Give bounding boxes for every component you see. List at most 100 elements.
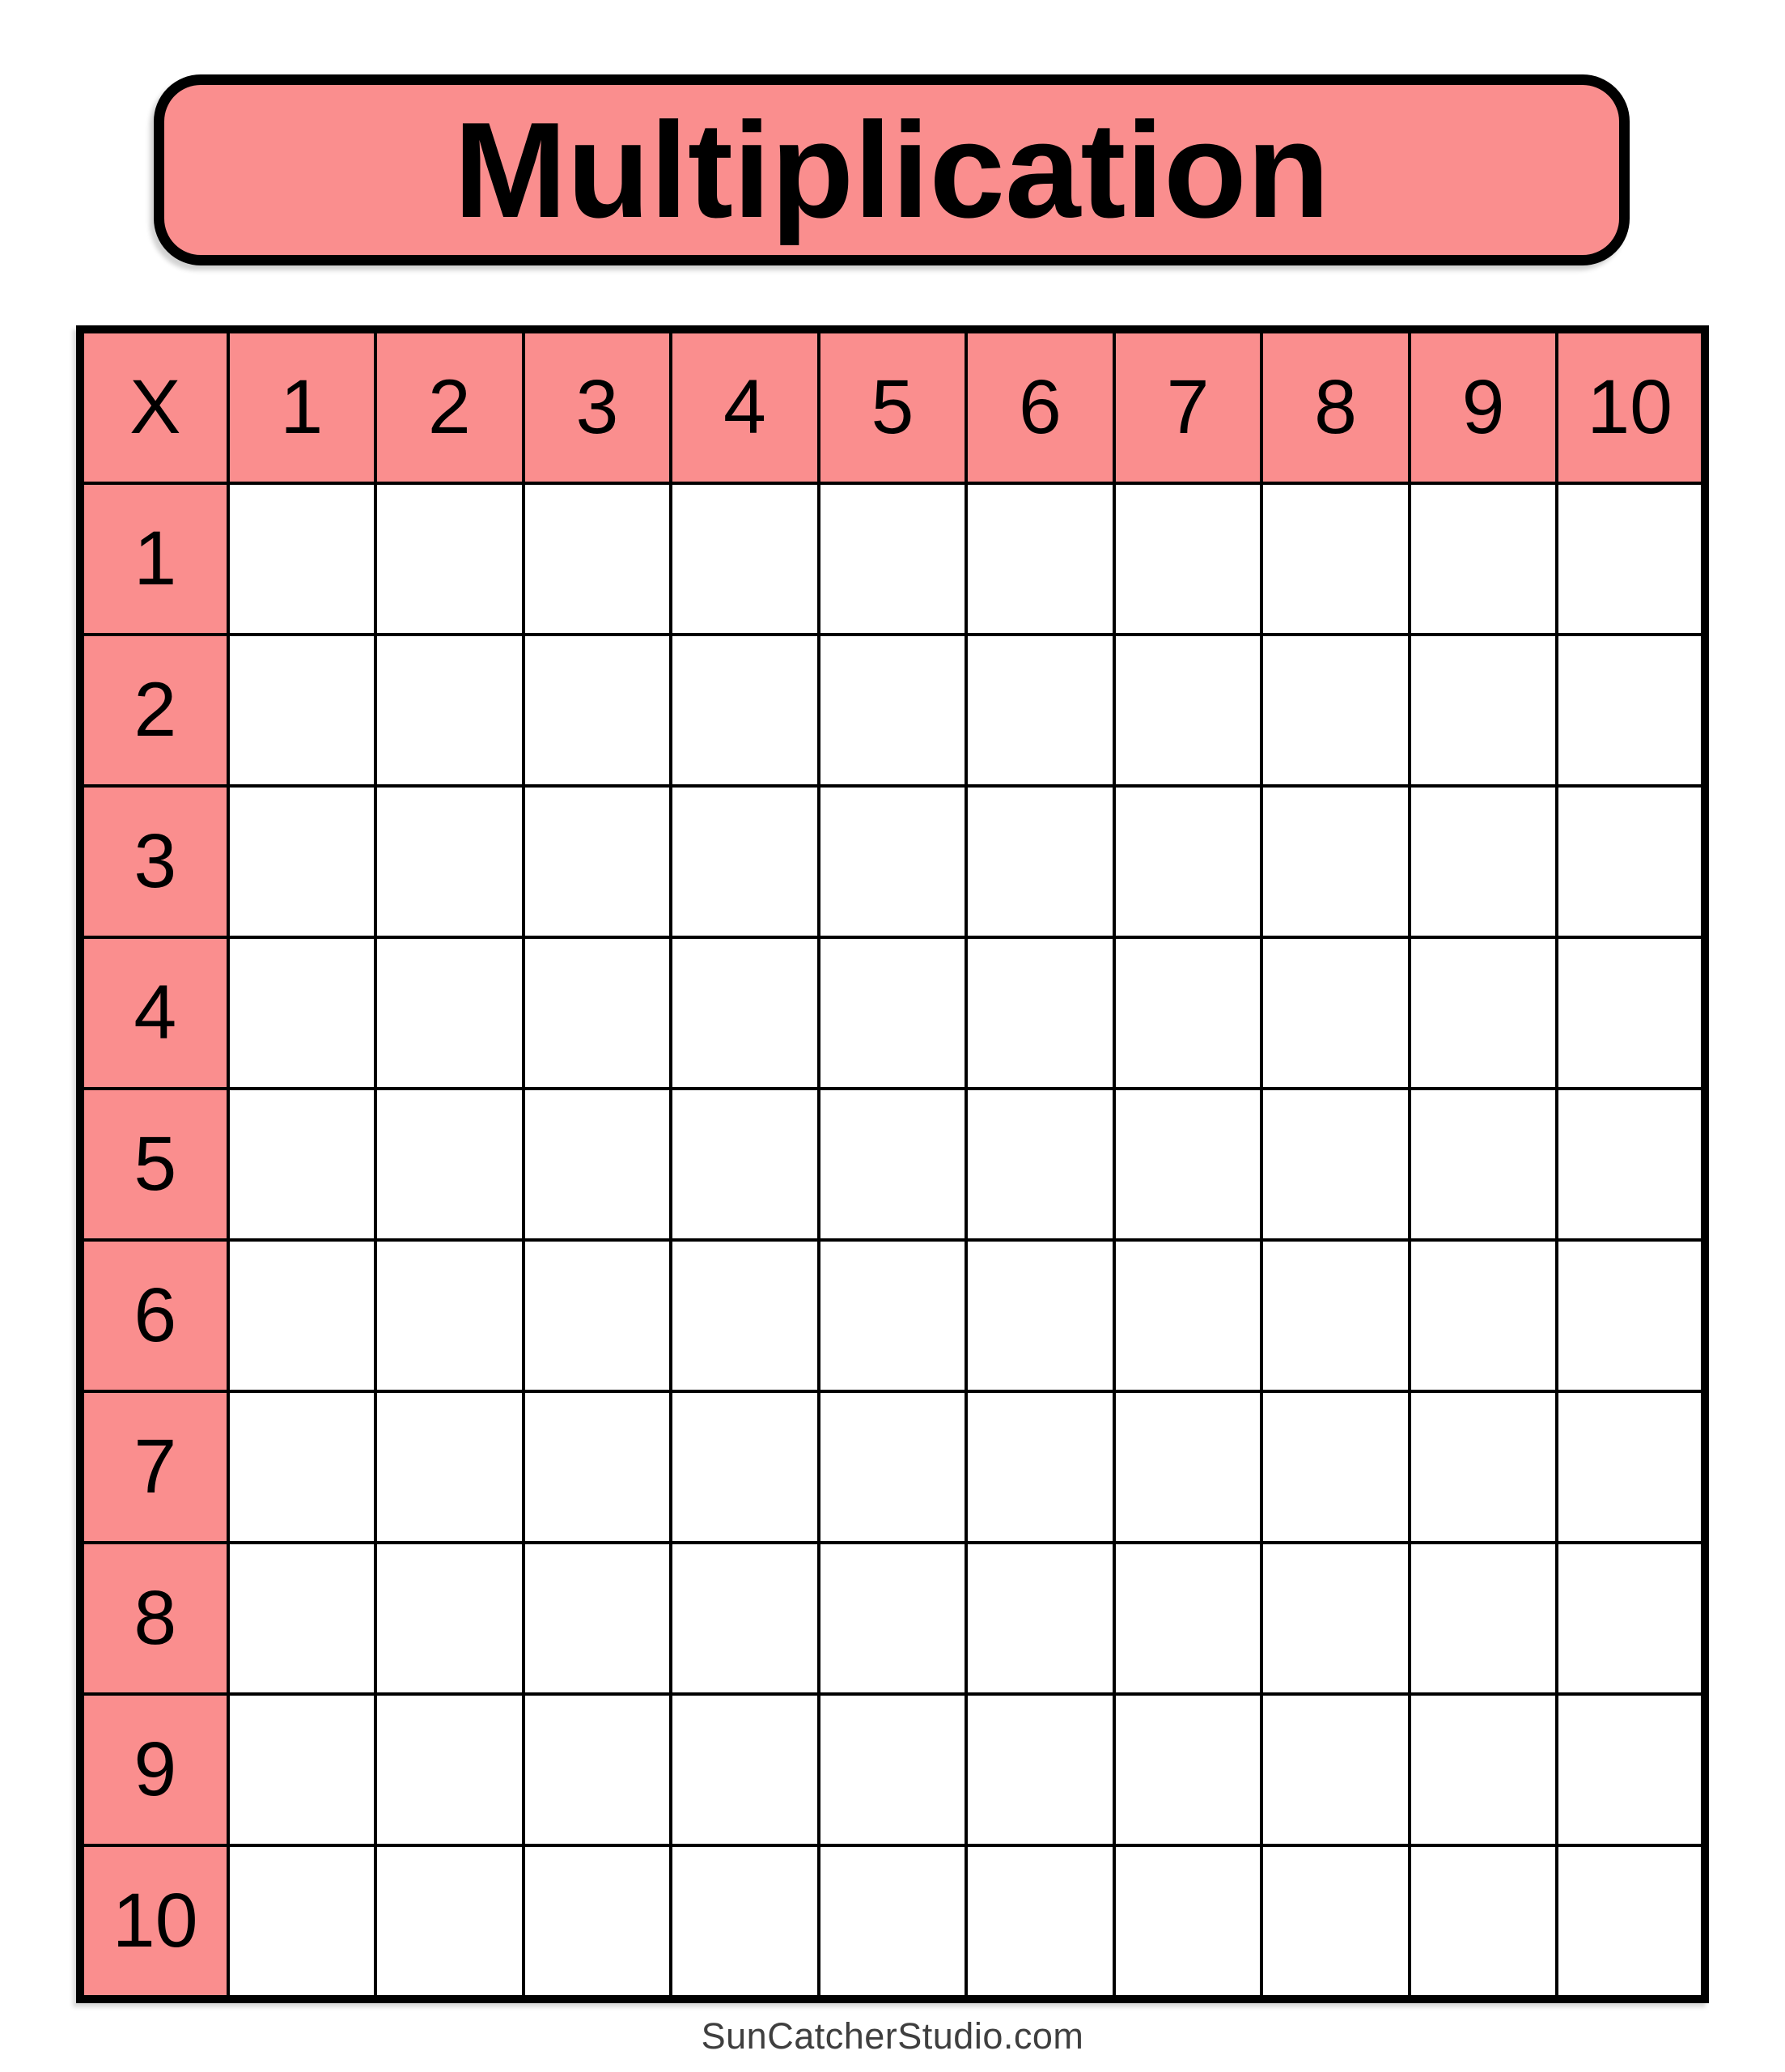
empty-cell [1407,482,1559,636]
empty-cell [521,1541,673,1696]
empty-cell [521,1390,673,1544]
column-header-2: 2 [374,328,525,485]
empty-cell [374,1541,525,1696]
row-header-10: 10 [78,1844,230,2001]
empty-cell [1260,1390,1411,1544]
empty-cell [1112,1238,1264,1393]
empty-cell [1112,1541,1264,1696]
empty-cell [816,1844,969,2001]
empty-cell [1112,482,1264,636]
empty-cell [965,1541,1116,1696]
empty-cell [816,936,969,1090]
row-header-1: 1 [78,482,230,636]
empty-cell [965,482,1116,636]
empty-cell [1260,784,1411,939]
empty-cell [226,633,378,788]
empty-cell [374,1390,525,1544]
empty-cell [669,1390,820,1544]
empty-cell [1112,784,1264,939]
title-banner: Multiplication [154,74,1630,265]
row-header-5: 5 [78,1087,230,1242]
empty-cell [669,1692,820,1847]
empty-cell [1260,482,1411,636]
empty-cell [521,482,673,636]
empty-cell [1260,1541,1411,1696]
table-row-3: 3 [78,784,1707,939]
empty-cell [374,1692,525,1847]
empty-cell [1407,1238,1559,1393]
empty-cell [1260,1844,1411,2001]
empty-cell [1407,1541,1559,1696]
table-row-4: 4 [78,936,1707,1090]
empty-cell [1260,1692,1411,1847]
table-row-9: 9 [78,1692,1707,1847]
column-header-4: 4 [669,328,820,485]
empty-cell [1112,936,1264,1090]
column-header-8: 8 [1260,328,1411,485]
empty-cell [816,1390,969,1544]
empty-cell [816,1087,969,1242]
empty-cell [1260,633,1411,788]
empty-cell [226,936,378,1090]
empty-cell [1407,1844,1559,2001]
table-row-6: 6 [78,1238,1707,1393]
empty-cell [965,936,1116,1090]
corner-cell-x: X [78,328,230,485]
column-header-1: 1 [226,328,378,485]
empty-cell [816,784,969,939]
empty-cell [1555,1087,1707,1242]
column-header-3: 3 [521,328,673,485]
empty-cell [521,1087,673,1242]
column-header-5: 5 [816,328,969,485]
table-row-5: 5 [78,1087,1707,1242]
empty-cell [965,1844,1116,2001]
empty-cell [965,1390,1116,1544]
empty-cell [1112,633,1264,788]
column-header-9: 9 [1407,328,1559,485]
empty-cell [1555,1541,1707,1696]
empty-cell [669,784,820,939]
empty-cell [1555,1692,1707,1847]
empty-cell [1555,936,1707,1090]
empty-cell [816,482,969,636]
empty-cell [1112,1087,1264,1242]
empty-cell [669,1541,820,1696]
empty-cell [669,1844,820,2001]
empty-cell [816,1692,969,1847]
empty-cell [226,1390,378,1544]
column-header-6: 6 [965,328,1116,485]
empty-cell [669,633,820,788]
empty-cell [1555,1844,1707,2001]
empty-cell [1407,1692,1559,1847]
empty-cell [965,633,1116,788]
empty-cell [374,784,525,939]
empty-cell [965,784,1116,939]
multiplication-grid: X 1 2 3 4 5 6 7 8 9 10 1 2 3 4 5 [76,325,1709,2003]
table-row-7: 7 [78,1390,1707,1544]
empty-cell [1407,633,1559,788]
empty-cell [816,1541,969,1696]
empty-cell [1260,1238,1411,1393]
empty-cell [374,1238,525,1393]
empty-cell [669,482,820,636]
empty-cell [669,1238,820,1393]
empty-cell [226,1238,378,1393]
row-header-7: 7 [78,1390,230,1544]
empty-cell [521,1844,673,2001]
empty-cell [374,936,525,1090]
empty-cell [965,1692,1116,1847]
table-row-2: 2 [78,633,1707,788]
row-header-2: 2 [78,633,230,788]
footer-credit: SunCatcherStudio.com [701,2015,1084,2057]
row-header-3: 3 [78,784,230,939]
empty-cell [1112,1844,1264,2001]
empty-cell [374,1844,525,2001]
empty-cell [1555,1238,1707,1393]
empty-cell [1555,633,1707,788]
empty-cell [1407,784,1559,939]
row-header-9: 9 [78,1692,230,1847]
empty-cell [1260,1087,1411,1242]
empty-cell [1112,1692,1264,1847]
table-row-1: 1 [78,482,1707,636]
page-title: Multiplication [453,94,1330,246]
